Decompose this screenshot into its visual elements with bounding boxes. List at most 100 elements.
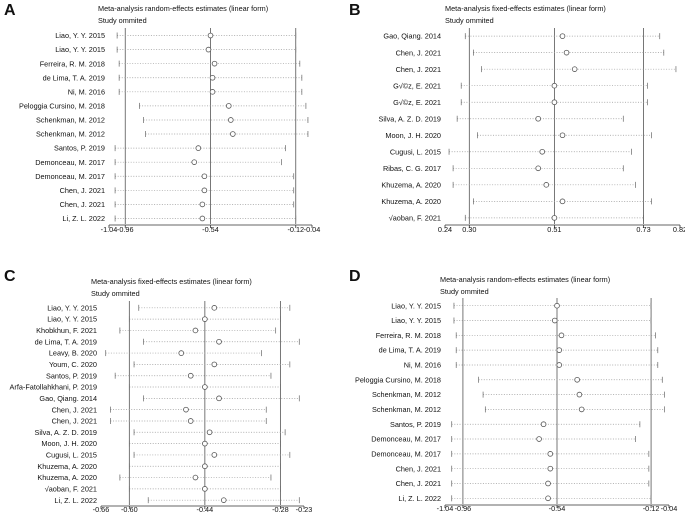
estimate-marker xyxy=(551,99,558,106)
chart-title: Meta-analysis fixed-effects estimates (l… xyxy=(445,4,606,13)
study-label: Peloggia Cursino, M. 2018 xyxy=(19,101,105,110)
x-tick-label: -0.66 xyxy=(93,505,110,514)
study-label: Demonceau, M. 2017 xyxy=(371,435,441,444)
study-label: Demonceau, M. 2017 xyxy=(35,158,105,167)
estimate-marker xyxy=(578,406,585,413)
estimate-marker xyxy=(211,361,218,368)
study-label: Chen, J. 2021 xyxy=(396,48,441,57)
study-label: Santos, P. 2019 xyxy=(390,420,441,429)
estimate-marker xyxy=(230,131,236,137)
estimate-marker xyxy=(216,338,222,345)
study-label: Ferreira, R. M. 2018 xyxy=(40,59,105,68)
estimate-marker xyxy=(539,148,546,155)
study-label: Gao, Qiang. 2014 xyxy=(39,394,97,403)
estimate-marker xyxy=(202,463,208,470)
study-label: Schenkman, M. 2012 xyxy=(36,130,105,139)
x-tick-label: -0.23 xyxy=(296,505,313,514)
estimate-marker xyxy=(554,302,560,309)
study-label: Khuzema, A. 2020 xyxy=(37,462,97,471)
estimate-marker xyxy=(187,418,194,424)
panel-letter-a: A xyxy=(4,2,16,19)
estimate-marker xyxy=(551,82,558,89)
x-tick-label: -0.54 xyxy=(549,504,566,513)
study-label: Chen, J. 2021 xyxy=(396,65,441,74)
panel-letter-d: D xyxy=(349,268,361,285)
x-tick-label: 0.24 xyxy=(438,225,452,234)
estimate-marker xyxy=(536,436,542,442)
study-label: Li, Z. L. 2022 xyxy=(62,214,105,223)
study-label: Silva, A. Z. D. 2019 xyxy=(35,428,97,437)
estimate-marker xyxy=(211,60,218,67)
x-tick-label: -0.60 xyxy=(121,505,138,514)
study-label: de Lima, T. A. 2019 xyxy=(43,73,105,82)
study-label: Khuzema, A. 2020 xyxy=(37,473,97,482)
chart-title: Meta-analysis random-effects estimates (… xyxy=(440,275,610,284)
estimate-marker xyxy=(556,362,563,368)
study-label: Chen, J. 2021 xyxy=(396,479,441,488)
estimate-marker xyxy=(209,89,216,95)
study-label: Youm, C. 2020 xyxy=(49,360,97,369)
study-label: Li, Z. L. 2022 xyxy=(398,494,441,503)
study-label: Li, Z. L. 2022 xyxy=(54,496,97,505)
forest-plot-d: Meta-analysis random-effects estimates (… xyxy=(355,275,678,513)
estimate-marker xyxy=(187,372,194,379)
x-tick-label: 0.30 xyxy=(462,225,476,234)
study-label: G√©z, E. 2021 xyxy=(393,98,441,107)
estimate-marker xyxy=(535,165,541,172)
study-label: Santos, P. 2019 xyxy=(46,371,97,380)
study-label: Liao, Y. Y. 2015 xyxy=(55,31,105,40)
estimate-marker xyxy=(559,33,566,39)
chart-title: Meta-analysis random-effects estimates (… xyxy=(98,4,268,13)
study-label: Gao, Qiang. 2014 xyxy=(383,32,441,41)
estimate-marker xyxy=(545,495,551,502)
study-label: Chen, J. 2021 xyxy=(396,464,441,473)
estimate-marker xyxy=(192,327,199,334)
estimate-marker xyxy=(201,187,208,194)
chart-subtitle: Study ommited xyxy=(98,16,147,25)
estimate-marker xyxy=(547,465,554,472)
study-label: Silva, A. Z. D. 2019 xyxy=(379,114,441,123)
x-tick-label: -0.04 xyxy=(661,504,678,513)
study-label: Moon, J. H. 2020 xyxy=(41,439,97,448)
study-label: Santos, P. 2019 xyxy=(54,144,105,153)
estimate-marker xyxy=(199,215,206,222)
estimate-marker xyxy=(571,66,578,72)
study-label: Ni, M. 2016 xyxy=(404,361,441,370)
x-tick-label: 0.51 xyxy=(547,225,561,234)
study-label: Chen, J. 2021 xyxy=(52,405,97,414)
study-label: Ni, M. 2016 xyxy=(68,87,105,96)
estimate-marker xyxy=(192,474,199,481)
estimate-marker xyxy=(202,440,208,447)
estimate-marker xyxy=(178,350,185,356)
x-tick-label: 0.73 xyxy=(636,225,650,234)
estimate-marker xyxy=(202,316,208,322)
study-label: Moon, J. H. 2020 xyxy=(385,131,441,140)
study-label: √aoban, F. 2021 xyxy=(389,213,441,222)
study-label: Chen, J. 2021 xyxy=(60,200,105,209)
study-label: Khobkhun, F. 2021 xyxy=(36,326,97,335)
estimate-marker xyxy=(574,376,580,383)
study-label: Liao, Y. Y. 2015 xyxy=(47,315,97,324)
estimate-marker xyxy=(551,317,558,324)
estimate-marker xyxy=(545,480,551,487)
study-label: Demonceau, M. 2017 xyxy=(371,449,441,458)
estimate-marker xyxy=(202,384,208,390)
estimate-marker xyxy=(556,347,563,353)
x-tick-label: -0.12 xyxy=(643,504,660,513)
estimate-marker xyxy=(558,332,565,339)
study-label: Khuzema, A. 2020 xyxy=(381,180,441,189)
chart-title: Meta-analysis fixed-effects estimates (l… xyxy=(91,277,252,286)
estimate-marker xyxy=(206,429,213,436)
estimate-marker xyxy=(183,406,189,413)
study-label: Cugusi, L. 2015 xyxy=(46,451,97,460)
study-label: Liao, Y. Y. 2015 xyxy=(391,301,441,310)
x-tick-label: 0.82 xyxy=(673,225,685,234)
estimate-marker xyxy=(551,215,558,221)
estimate-marker xyxy=(202,486,208,492)
panel-letter-b: B xyxy=(349,2,361,19)
forest-plot-b: Meta-analysis fixed-effects estimates (l… xyxy=(379,4,685,234)
study-label: G√©z, E. 2021 xyxy=(393,81,441,90)
x-tick-label: -0.04 xyxy=(304,225,321,234)
estimate-marker xyxy=(205,46,212,53)
x-tick-label: -0.96 xyxy=(455,504,472,513)
